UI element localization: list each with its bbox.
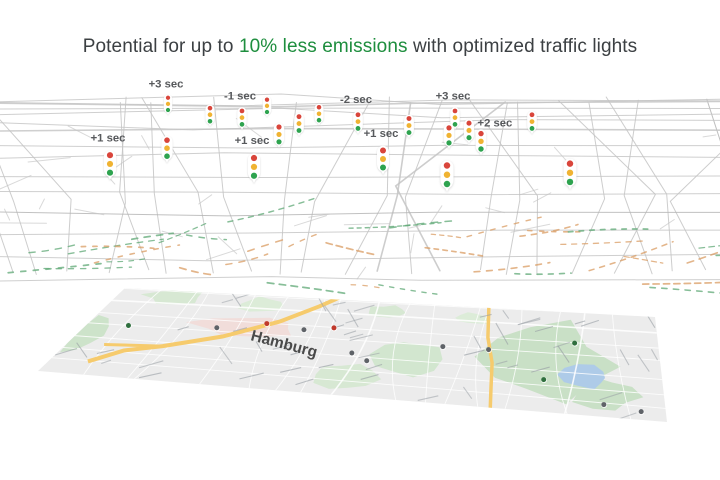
svg-text:+1 sec: +1 sec (235, 135, 270, 147)
svg-text:+2 sec: +2 sec (477, 117, 512, 129)
svg-text:+1 sec: +1 sec (364, 128, 399, 140)
svg-text:-1 sec: -1 sec (224, 91, 256, 103)
svg-text:+3 sec: +3 sec (436, 91, 471, 103)
svg-text:+3 sec: +3 sec (149, 78, 184, 90)
svg-text:+1 sec: +1 sec (91, 132, 126, 144)
svg-text:-2 sec: -2 sec (340, 94, 372, 106)
